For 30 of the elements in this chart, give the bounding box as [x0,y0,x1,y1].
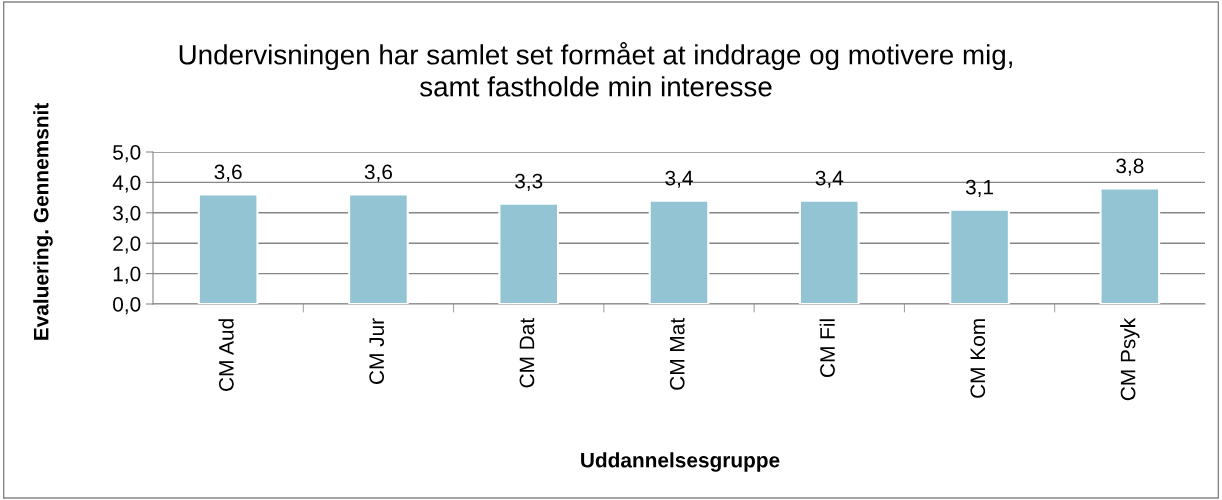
x-axis-title: Uddannelsesgruppe [581,452,780,472]
x-tick-label: CM Kom [970,319,986,398]
bar [648,199,710,304]
data-label: 3,6 [214,164,242,182]
x-tick-label: CM Jur [369,318,385,384]
y-axis-title: Evaluering. Gennemsnit [33,103,53,340]
data-label: 3,6 [364,164,392,182]
y-tick-label: 4,0 [112,175,141,193]
data-label: 3,3 [515,173,543,191]
x-tick-label: CM Mat [669,318,685,390]
y-tick-label: 0,0 [113,297,141,315]
data-label: 3,8 [1116,158,1144,176]
x-tick-label: CM Fil [819,319,835,377]
bar [197,193,259,304]
y-tick-label: 2,0 [113,236,141,254]
bar [798,199,860,304]
chart-title: Undervisningen har samlet set formået at inddrage og motivere mig, samt fastholde min interesse [179,41,1012,97]
y-tick-label: 5,0 [113,145,141,163]
bar [949,208,1010,304]
bar [498,202,560,304]
data-label: 3,4 [815,170,844,188]
y-tick-label: 1,0 [113,266,141,284]
x-tick-label: CM Aud [218,319,234,391]
bar [348,193,409,304]
data-label: 3,1 [965,179,994,197]
x-tick-label: CM Psyk [1120,317,1140,401]
bar [1099,187,1161,304]
x-tick-label: CM Dat [519,318,535,388]
data-label: 3,4 [665,170,693,188]
y-tick-label: 3,0 [113,205,141,224]
